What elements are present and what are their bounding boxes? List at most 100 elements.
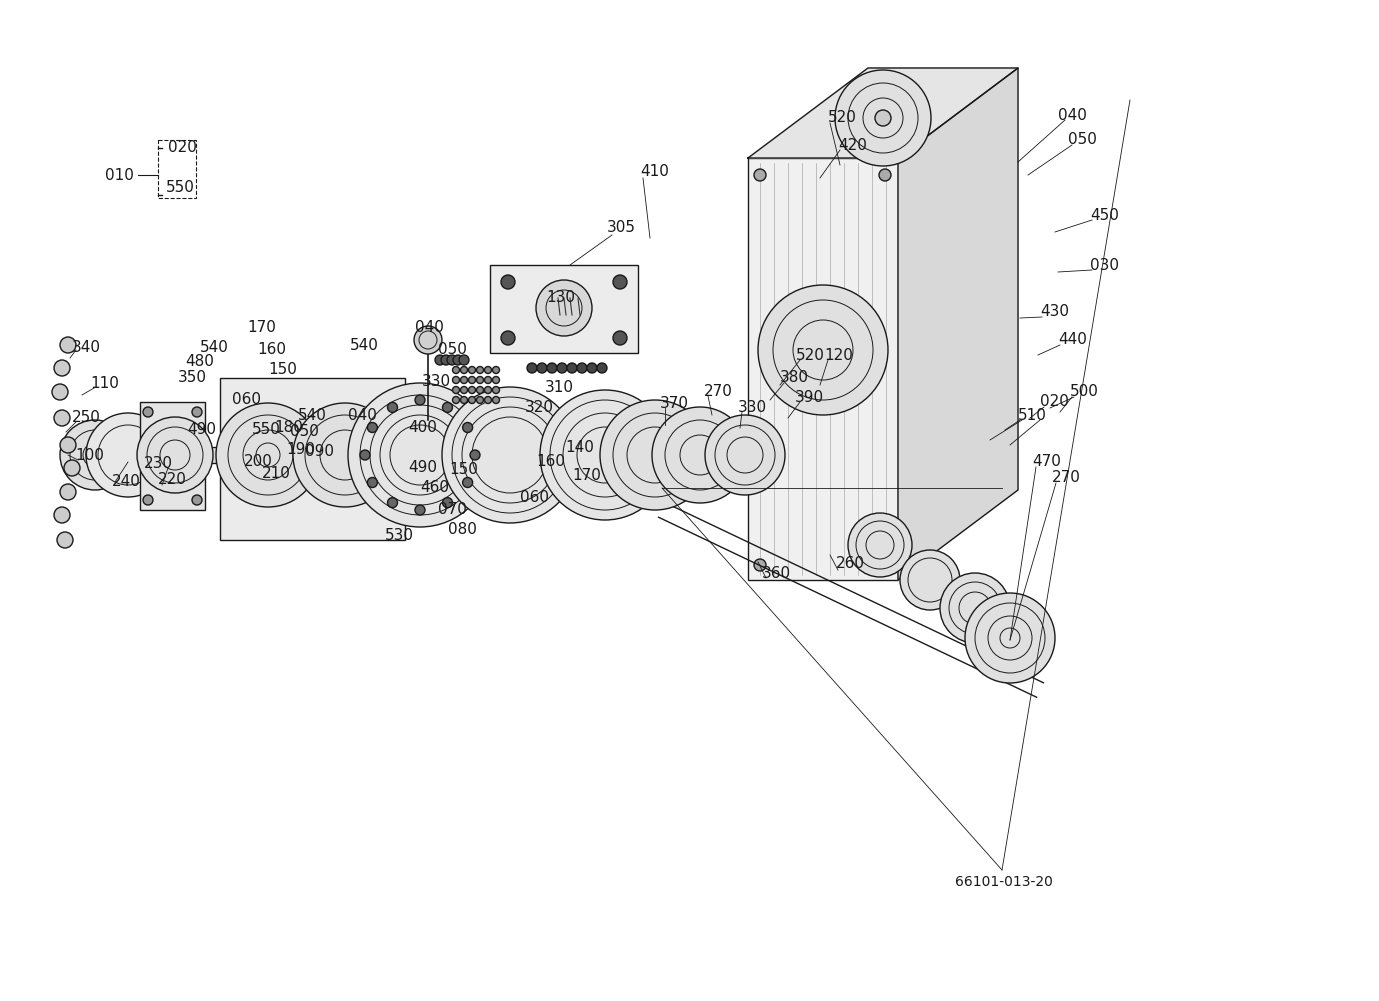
- Text: 090: 090: [305, 444, 334, 459]
- Circle shape: [387, 497, 397, 508]
- Text: 305: 305: [607, 220, 636, 235]
- Circle shape: [848, 513, 912, 577]
- Circle shape: [484, 366, 491, 373]
- Text: 370: 370: [661, 396, 690, 411]
- Circle shape: [415, 505, 425, 515]
- Text: 060: 060: [232, 392, 261, 407]
- Text: 180: 180: [274, 420, 303, 435]
- Circle shape: [652, 407, 747, 503]
- Circle shape: [462, 477, 473, 487]
- Text: 250: 250: [72, 410, 101, 425]
- Circle shape: [754, 169, 765, 181]
- Text: 270: 270: [1052, 470, 1081, 485]
- Circle shape: [434, 355, 445, 365]
- Circle shape: [541, 390, 670, 520]
- Circle shape: [85, 413, 170, 497]
- Circle shape: [461, 386, 467, 393]
- Bar: [62, 447, 741, 463]
- Text: 140: 140: [565, 440, 594, 455]
- Circle shape: [492, 366, 499, 373]
- Bar: [747, 158, 898, 580]
- Text: 520: 520: [827, 110, 856, 125]
- Circle shape: [492, 386, 499, 393]
- Polygon shape: [898, 68, 1018, 580]
- Text: 430: 430: [1040, 304, 1069, 319]
- Text: 480: 480: [185, 354, 214, 369]
- Bar: [221, 378, 405, 540]
- Text: 450: 450: [1089, 207, 1118, 222]
- Circle shape: [452, 396, 459, 403]
- Text: 110: 110: [90, 376, 119, 391]
- Text: 380: 380: [781, 370, 809, 385]
- Text: 270: 270: [705, 384, 732, 399]
- Text: 360: 360: [763, 567, 792, 582]
- Circle shape: [447, 355, 456, 365]
- Circle shape: [477, 376, 484, 383]
- Text: 040: 040: [348, 407, 376, 422]
- Text: 060: 060: [520, 490, 549, 506]
- Circle shape: [469, 366, 476, 373]
- Text: 050: 050: [439, 342, 467, 357]
- Circle shape: [452, 376, 459, 383]
- Circle shape: [469, 376, 476, 383]
- Text: 540: 540: [200, 340, 229, 355]
- Circle shape: [441, 355, 451, 365]
- Circle shape: [415, 395, 425, 405]
- Text: 490: 490: [408, 460, 437, 475]
- Circle shape: [143, 407, 153, 417]
- Text: 540: 540: [298, 407, 327, 422]
- Text: 550: 550: [165, 180, 194, 195]
- Text: 240: 240: [112, 474, 141, 489]
- Circle shape: [54, 360, 70, 376]
- Circle shape: [614, 275, 627, 289]
- Circle shape: [367, 477, 378, 487]
- Text: 410: 410: [640, 164, 669, 179]
- Text: 040: 040: [415, 320, 444, 335]
- Circle shape: [536, 363, 547, 373]
- Circle shape: [557, 363, 567, 373]
- Text: 540: 540: [350, 337, 379, 352]
- Circle shape: [705, 415, 785, 495]
- Text: 200: 200: [244, 454, 273, 469]
- Text: 070: 070: [439, 503, 467, 518]
- Circle shape: [527, 363, 536, 373]
- Circle shape: [878, 169, 891, 181]
- Circle shape: [477, 386, 484, 393]
- Circle shape: [547, 363, 557, 373]
- Text: 66101-013-20: 66101-013-20: [956, 875, 1054, 889]
- Text: 010: 010: [105, 167, 134, 182]
- Circle shape: [470, 450, 480, 460]
- Circle shape: [484, 376, 491, 383]
- Text: 040: 040: [1058, 107, 1087, 122]
- Circle shape: [459, 355, 469, 365]
- Circle shape: [292, 403, 397, 507]
- Text: 030: 030: [1089, 257, 1118, 272]
- Text: 330: 330: [738, 400, 767, 415]
- Circle shape: [469, 396, 476, 403]
- Text: 130: 130: [546, 290, 575, 305]
- Text: 210: 210: [262, 465, 291, 480]
- Text: 190: 190: [285, 442, 314, 457]
- Text: 260: 260: [836, 557, 865, 572]
- Circle shape: [492, 376, 499, 383]
- Circle shape: [477, 396, 484, 403]
- Text: 160: 160: [536, 454, 565, 469]
- Circle shape: [536, 280, 592, 336]
- Text: 310: 310: [545, 380, 574, 395]
- Circle shape: [461, 396, 467, 403]
- Circle shape: [61, 437, 76, 453]
- Circle shape: [61, 420, 130, 490]
- Text: 530: 530: [385, 528, 414, 543]
- Text: 520: 520: [796, 347, 825, 362]
- Text: 390: 390: [796, 390, 825, 405]
- Circle shape: [477, 366, 484, 373]
- Circle shape: [443, 402, 452, 412]
- Text: 230: 230: [143, 455, 172, 470]
- Text: 220: 220: [159, 472, 188, 487]
- Circle shape: [462, 422, 473, 432]
- Circle shape: [217, 403, 320, 507]
- Text: 020: 020: [168, 140, 197, 155]
- Circle shape: [414, 326, 443, 354]
- Bar: [159, 140, 196, 198]
- Text: 150: 150: [268, 362, 296, 377]
